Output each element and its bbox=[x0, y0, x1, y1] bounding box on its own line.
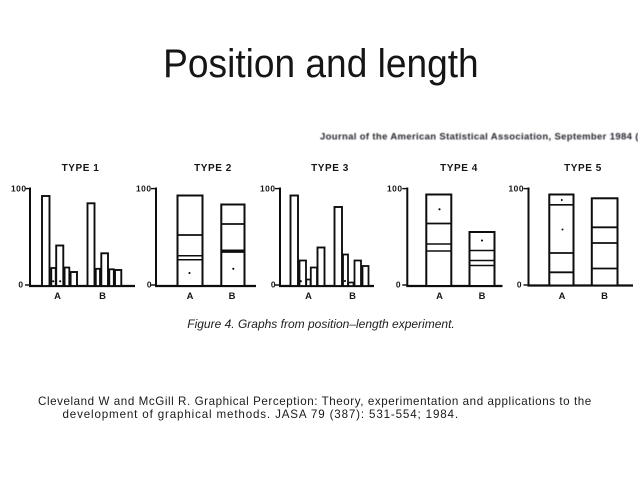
svg-text:TYPE 1: TYPE 1 bbox=[62, 163, 100, 174]
svg-text:0: 0 bbox=[517, 280, 522, 290]
svg-text:0: 0 bbox=[18, 280, 23, 290]
svg-text:TYPE 5: TYPE 5 bbox=[564, 163, 602, 174]
svg-text:B: B bbox=[349, 290, 356, 301]
svg-text:B: B bbox=[601, 290, 608, 301]
svg-text:0: 0 bbox=[396, 280, 401, 290]
svg-text:B: B bbox=[229, 290, 236, 301]
svg-text:Figure 4. Graphs from position: Figure 4. Graphs from position–length ex… bbox=[187, 317, 454, 331]
svg-text:A: A bbox=[436, 290, 443, 301]
svg-text:0: 0 bbox=[147, 280, 152, 290]
svg-text:100: 100 bbox=[260, 184, 275, 194]
svg-text:B: B bbox=[99, 290, 106, 301]
svg-text:Journal of the American Statis: Journal of the American Statistical Asso… bbox=[320, 131, 638, 142]
svg-text:A: A bbox=[559, 290, 566, 301]
svg-text:0: 0 bbox=[271, 280, 276, 290]
svg-text:A: A bbox=[54, 290, 61, 301]
svg-text:B: B bbox=[479, 290, 486, 301]
svg-text:A: A bbox=[305, 290, 312, 301]
svg-text:100: 100 bbox=[387, 184, 402, 194]
svg-text:100: 100 bbox=[509, 184, 524, 194]
svg-text:TYPE 3: TYPE 3 bbox=[311, 163, 349, 174]
svg-text:100: 100 bbox=[136, 184, 151, 194]
svg-text:A: A bbox=[187, 290, 194, 301]
svg-text:TYPE 4: TYPE 4 bbox=[440, 163, 478, 174]
svg-text:TYPE 2: TYPE 2 bbox=[194, 163, 232, 174]
svg-text:100: 100 bbox=[11, 184, 26, 194]
